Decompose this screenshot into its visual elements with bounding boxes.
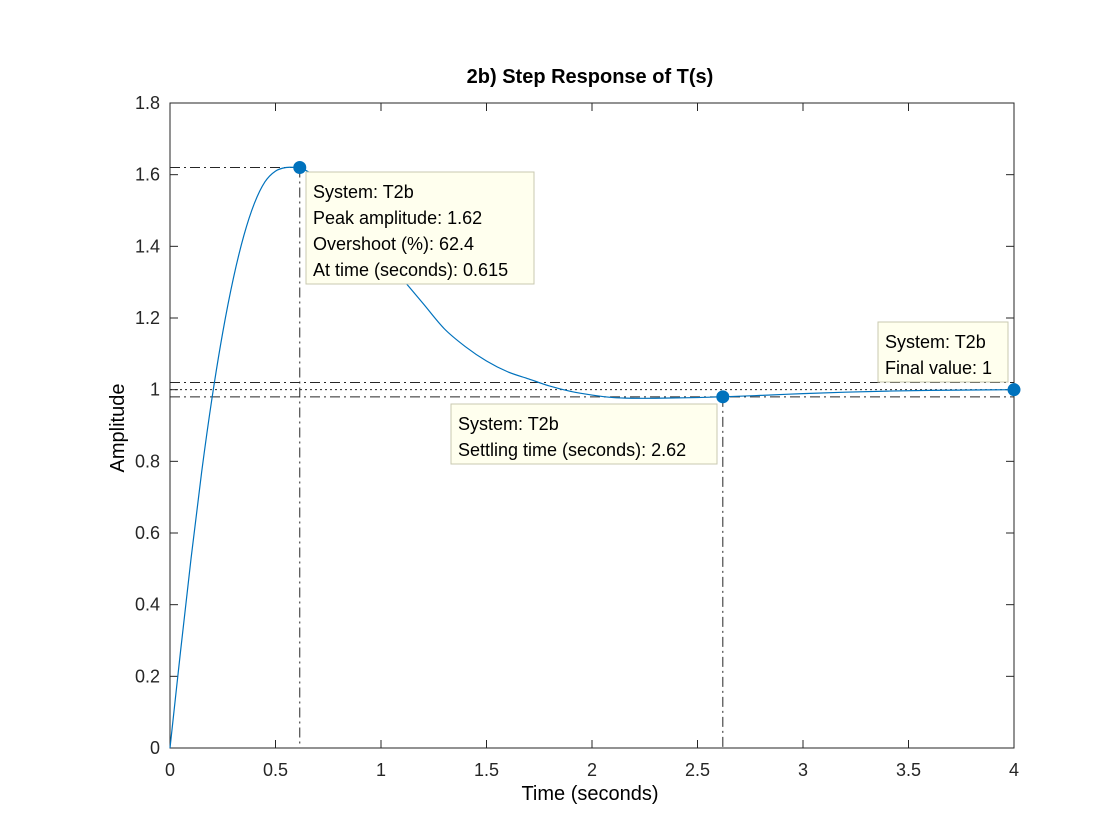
y-tick-label: 0.8 bbox=[135, 451, 160, 471]
datatip-marker bbox=[293, 161, 307, 174]
x-tick-label: 4 bbox=[1009, 760, 1019, 780]
datatip-line: System: T2b bbox=[458, 414, 559, 434]
y-axis-label: Amplitude bbox=[107, 384, 129, 473]
x-tick-label: 1 bbox=[376, 760, 386, 780]
datatip-layer: System: T2b Peak amplitude: 1.62 Overshoot… bbox=[305, 171, 1009, 465]
x-tick-label: 0 bbox=[165, 760, 175, 780]
datatip-box: System: T2b Final value: 1 bbox=[877, 321, 1009, 383]
y-tick-label: 1.8 bbox=[135, 93, 160, 113]
datatip-line: Settling time (seconds): 2.62 bbox=[458, 440, 686, 460]
datatip-marker bbox=[1007, 383, 1021, 397]
datatip-box: System: T2b Peak amplitude: 1.62 Overshoot… bbox=[305, 171, 535, 285]
datatip-background bbox=[305, 171, 535, 285]
datatip-line: Peak amplitude: 1.62 bbox=[313, 208, 482, 228]
plot-layer: 0 0.5 1 1.5 2 2.5 3 3.5 4 0 0.2 0.4 0.6 0.8 1 1.2 1.4 1.6… bbox=[135, 93, 1021, 780]
y-tick-label: 0 bbox=[150, 738, 160, 758]
datatip-line: At time (seconds): 0.615 bbox=[313, 260, 508, 280]
x-tick-label: 1.5 bbox=[474, 760, 499, 780]
datatip-background bbox=[877, 321, 1009, 383]
y-tick-label: 1 bbox=[150, 380, 160, 400]
datatip-line: Final value: 1 bbox=[885, 358, 992, 378]
chart-title: 2b) Step Response of T(s) bbox=[467, 66, 714, 88]
datatip-background bbox=[450, 403, 718, 465]
y-tick-label: 0.4 bbox=[135, 595, 160, 615]
x-tick-label: 3.5 bbox=[896, 760, 921, 780]
y-tick-label: 1.2 bbox=[135, 308, 160, 328]
datatip-box: System: T2b Settling time (seconds): 2.62 bbox=[450, 403, 718, 465]
datatip-line: System: T2b bbox=[885, 332, 986, 352]
y-tick-label: 0.2 bbox=[135, 666, 160, 686]
y-tick-label: 1.4 bbox=[135, 236, 160, 256]
x-axis-label: Time (seconds) bbox=[521, 783, 658, 805]
x-tick-label: 3 bbox=[798, 760, 808, 780]
datatip-line: Overshoot (%): 62.4 bbox=[313, 234, 474, 254]
x-tick-label: 0.5 bbox=[263, 760, 288, 780]
datatip-line: System: T2b bbox=[313, 182, 414, 202]
y-tick-label: 0.6 bbox=[135, 523, 160, 543]
x-tick-label: 2 bbox=[587, 760, 597, 780]
x-tick-label: 2.5 bbox=[685, 760, 710, 780]
y-tick-label: 1.6 bbox=[135, 165, 160, 185]
datatip-marker bbox=[716, 390, 730, 404]
